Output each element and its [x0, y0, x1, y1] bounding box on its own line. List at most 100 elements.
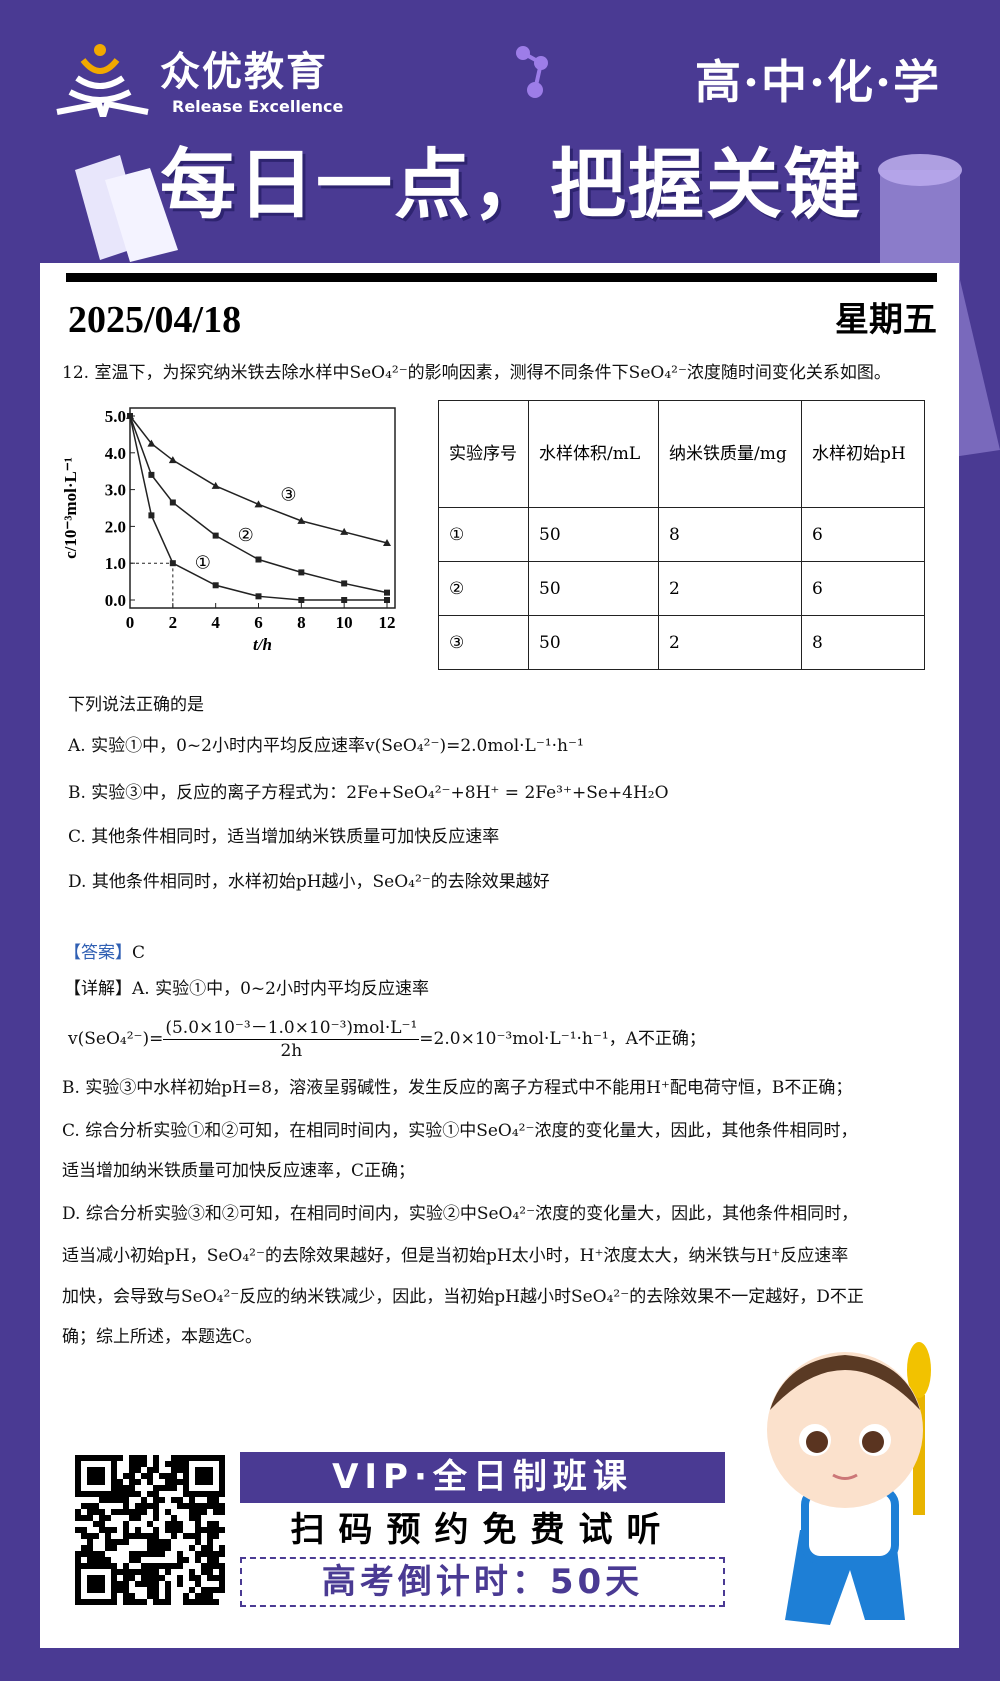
table-cell: 2	[658, 615, 802, 670]
qr-module	[171, 1455, 177, 1461]
qr-module	[93, 1533, 99, 1539]
qr-module	[189, 1599, 195, 1605]
qr-module	[147, 1569, 153, 1575]
qr-module	[105, 1563, 111, 1569]
qr-module	[207, 1575, 213, 1581]
qr-module	[123, 1533, 129, 1539]
qr-module	[147, 1581, 153, 1587]
qr-module	[87, 1557, 93, 1563]
formula-right: =2.0×10⁻³mol·L⁻¹·h⁻¹，A不正确；	[419, 1029, 706, 1049]
qr-module	[159, 1485, 165, 1491]
qr-module	[99, 1467, 105, 1473]
qr-module	[111, 1467, 117, 1473]
qr-module	[213, 1521, 219, 1527]
answer-value: C	[132, 943, 146, 963]
qr-module	[195, 1575, 201, 1581]
qr-module	[171, 1467, 177, 1473]
table-cell: 2	[658, 561, 802, 616]
qr-module	[165, 1587, 171, 1593]
logo-icon	[56, 44, 149, 117]
qr-module	[165, 1527, 171, 1533]
qr-module	[123, 1563, 129, 1569]
qr-module	[81, 1455, 87, 1461]
x-tick-label: 0	[126, 613, 135, 632]
countdown-box: 高考倒计时：50天	[240, 1557, 725, 1607]
detail-a: A. 实验①中，0~2小时内平均反应速率	[132, 979, 429, 999]
guide-line	[130, 562, 174, 608]
detail-label: 【详解】	[64, 979, 132, 999]
qr-module	[183, 1461, 189, 1467]
qr-module	[135, 1581, 141, 1587]
qr-module	[219, 1461, 225, 1467]
qr-module	[207, 1599, 213, 1605]
date: 2025/04/18	[68, 299, 242, 341]
qr-module	[111, 1587, 117, 1593]
qr-module	[87, 1551, 93, 1557]
qr-module	[219, 1485, 225, 1491]
qr-module	[117, 1455, 123, 1461]
series-line	[129, 415, 388, 594]
qr-module	[171, 1485, 177, 1491]
qr-module	[123, 1539, 129, 1545]
qr-module	[165, 1581, 171, 1587]
qr-module	[183, 1599, 189, 1605]
qr-module	[117, 1539, 123, 1545]
x-tick-label: 12	[379, 613, 396, 632]
qr-module	[201, 1593, 207, 1599]
qr-module	[195, 1521, 201, 1527]
qr-code[interactable]	[75, 1455, 225, 1605]
formula-numerator: (5.0×10⁻³－1.0×10⁻³)mol·L⁻¹	[163, 1017, 420, 1040]
qr-module	[213, 1575, 219, 1581]
qr-module	[93, 1587, 99, 1593]
qr-module	[111, 1461, 117, 1467]
qr-module	[165, 1539, 171, 1545]
qr-module	[87, 1587, 93, 1593]
formula: v(SeO₄²⁻)= (5.0×10⁻³－1.0×10⁻³)mol·L⁻¹ 2h =2…	[68, 1015, 706, 1063]
qr-module	[195, 1467, 201, 1473]
qr-module	[129, 1461, 135, 1467]
qr-module	[147, 1503, 153, 1509]
qr-module	[147, 1539, 153, 1545]
qr-module	[171, 1533, 177, 1539]
qr-module	[171, 1497, 177, 1503]
table-header-row: 实验序号 水样体积/mL 纳米铁质量/mg 水样初始pH	[438, 400, 925, 508]
qr-module	[171, 1461, 177, 1467]
series-label: ③	[280, 485, 296, 506]
qr-module	[81, 1527, 87, 1533]
qr-module	[195, 1455, 201, 1461]
data-point	[254, 500, 263, 508]
qr-module	[207, 1491, 213, 1497]
qr-module	[147, 1467, 153, 1473]
qr-module	[201, 1503, 207, 1509]
qr-module	[87, 1473, 93, 1479]
qr-module	[171, 1473, 177, 1479]
qr-module	[141, 1533, 147, 1539]
qr-module	[141, 1497, 147, 1503]
qr-module	[105, 1557, 111, 1563]
qr-module	[153, 1587, 159, 1593]
qr-module	[117, 1569, 123, 1575]
data-point	[298, 597, 305, 603]
detail-line: 适当增加纳米铁质量可加快反应速率，C正确；	[62, 1161, 416, 1181]
qr-module	[213, 1509, 219, 1515]
qr-module	[111, 1563, 117, 1569]
qr-module	[153, 1461, 159, 1467]
qr-module	[195, 1551, 201, 1557]
qr-module	[141, 1551, 147, 1557]
formula-left: v(SeO₄²⁻)=	[68, 1029, 164, 1049]
qr-module	[99, 1551, 105, 1557]
qr-module	[219, 1473, 225, 1479]
table-cell: ①	[438, 507, 529, 562]
qr-module	[111, 1473, 117, 1479]
qr-module	[195, 1491, 201, 1497]
qr-module	[111, 1545, 117, 1551]
qr-module	[195, 1599, 201, 1605]
qr-module	[75, 1485, 81, 1491]
qr-module	[135, 1503, 141, 1509]
qr-module	[171, 1479, 177, 1485]
x-tick-label: 4	[211, 613, 220, 632]
qr-module	[177, 1581, 183, 1587]
qr-module	[105, 1599, 111, 1605]
table-row: ① 50 8 6	[438, 507, 925, 562]
qr-module	[201, 1491, 207, 1497]
